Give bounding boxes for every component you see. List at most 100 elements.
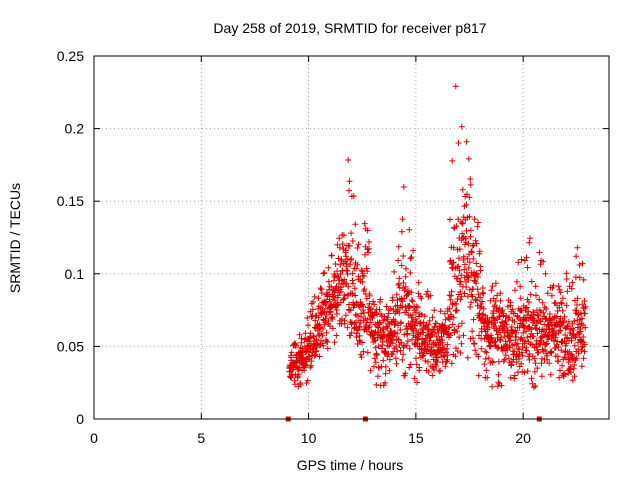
data-point <box>467 176 474 182</box>
data-point <box>446 305 453 312</box>
data-point <box>400 351 407 358</box>
data-point <box>463 284 470 290</box>
data-point <box>458 272 465 279</box>
data-point <box>447 296 454 303</box>
data-point <box>580 334 587 340</box>
data-point <box>437 308 444 315</box>
data-point <box>407 255 414 262</box>
data-point <box>465 240 472 247</box>
data-point <box>366 300 373 307</box>
data-point <box>479 298 485 305</box>
data-point <box>511 318 518 325</box>
data-point <box>524 334 531 341</box>
data-point <box>511 372 518 379</box>
data-point <box>356 332 363 339</box>
data-point <box>318 286 325 293</box>
data-point <box>457 296 464 303</box>
data-point <box>558 299 564 306</box>
data-point <box>340 232 347 239</box>
data-point <box>389 340 396 347</box>
data-point <box>288 349 295 356</box>
data-point <box>564 334 571 341</box>
data-point <box>543 306 550 312</box>
data-point <box>494 292 501 299</box>
data-point <box>523 347 530 354</box>
data-point <box>350 193 357 200</box>
data-point <box>397 327 404 333</box>
data-point <box>433 363 440 369</box>
data-point <box>302 362 309 369</box>
data-point <box>534 312 541 318</box>
data-point <box>558 347 565 354</box>
data-point <box>367 367 374 374</box>
data-point <box>363 265 370 272</box>
data-point <box>481 361 488 368</box>
data-point <box>477 294 484 301</box>
data-point <box>426 317 433 324</box>
data-point <box>366 292 373 299</box>
data-point <box>517 295 524 302</box>
data-point <box>533 292 539 299</box>
data-point <box>521 257 528 264</box>
data-point <box>472 237 479 244</box>
data-point <box>358 354 365 361</box>
data-point <box>416 364 423 371</box>
data-point <box>472 347 479 354</box>
data-point <box>464 255 471 262</box>
data-point <box>334 294 341 301</box>
data-point <box>444 352 451 359</box>
data-point <box>575 350 582 357</box>
data-point <box>521 323 528 330</box>
data-point <box>370 332 377 339</box>
data-point <box>332 272 339 279</box>
y-axis-label: SRMTID / TECUs <box>7 183 23 293</box>
data-point <box>404 338 411 345</box>
data-point <box>391 268 398 275</box>
data-point <box>332 261 339 267</box>
data-point <box>397 347 404 354</box>
data-point <box>456 255 462 262</box>
data-point <box>425 368 432 375</box>
data-point <box>308 358 315 364</box>
data-point <box>320 342 327 349</box>
data-point <box>359 339 365 346</box>
data-point <box>492 319 499 326</box>
data-point <box>530 384 537 391</box>
data-point <box>326 298 333 305</box>
data-point <box>358 310 365 317</box>
data-point <box>577 325 584 332</box>
plot-frame <box>93 55 610 420</box>
data-point <box>574 295 581 302</box>
data-point <box>336 289 343 296</box>
data-point <box>403 342 410 349</box>
data-point <box>354 261 361 268</box>
data-point <box>458 123 465 130</box>
data-point <box>318 290 325 297</box>
data-point <box>321 269 328 276</box>
data-point <box>429 314 436 321</box>
data-point <box>548 349 555 356</box>
data-point <box>450 314 457 321</box>
data-point <box>410 247 417 254</box>
data-point <box>394 330 401 337</box>
data-point <box>581 305 587 312</box>
data-point <box>482 355 489 362</box>
data-point <box>292 381 298 388</box>
y-tick-label: 0.2 <box>65 121 85 137</box>
data-point <box>448 288 455 295</box>
data-point <box>536 249 543 256</box>
data-point <box>469 293 476 300</box>
data-point <box>426 337 433 344</box>
data-point <box>466 194 473 201</box>
data-point <box>437 367 444 374</box>
data-point <box>492 338 499 345</box>
data-point <box>465 265 472 271</box>
data-point <box>395 257 402 264</box>
data-point <box>582 303 589 310</box>
data-point <box>441 353 448 360</box>
x-tick-label: 20 <box>515 430 531 446</box>
data-point <box>563 276 570 282</box>
data-point <box>497 290 504 297</box>
data-point <box>406 226 413 233</box>
data-point <box>519 352 526 359</box>
